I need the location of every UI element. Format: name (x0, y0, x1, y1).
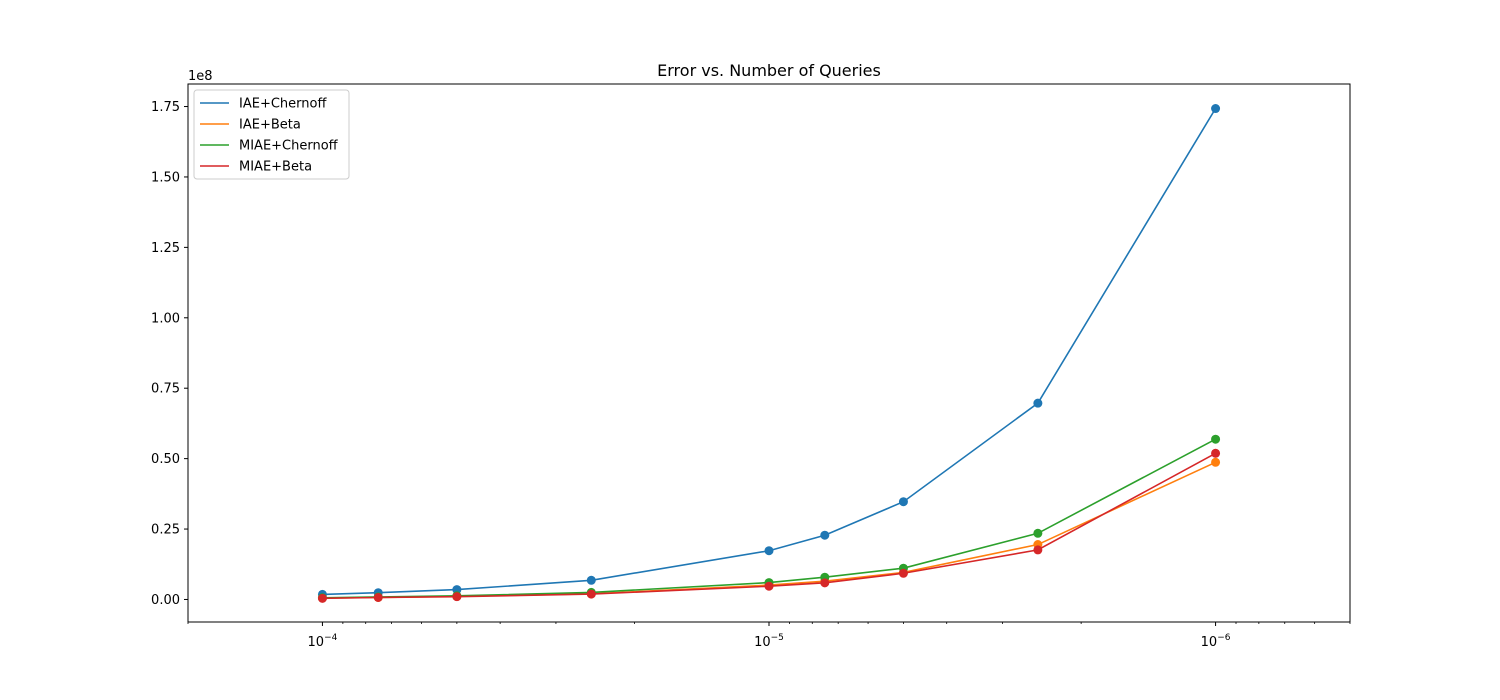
y-tick-label: 0.00 (151, 593, 180, 608)
legend: IAE+Chernoff IAE+Beta MIAE+Chernoff MIAE+Be… (193, 89, 350, 180)
data-point (1211, 457, 1221, 467)
data-point (586, 575, 596, 585)
data-point (1033, 528, 1043, 538)
legend-label: MIAE+Beta (239, 160, 312, 175)
data-point (1211, 104, 1221, 114)
x-tick-label: 10−6 (1201, 633, 1231, 650)
axes-frame (187, 83, 1351, 623)
data-point (1211, 434, 1221, 444)
data-point (898, 497, 908, 507)
y-tick-label: 1.00 (151, 311, 180, 326)
legend-box (193, 89, 350, 180)
data-point (1211, 448, 1221, 458)
series-line (322, 461, 1216, 599)
y-tick-label: 0.75 (151, 382, 180, 397)
chart-title: Error vs. Number of Queries (657, 61, 881, 80)
series-line (322, 438, 1216, 599)
data-point (898, 568, 908, 578)
y-tick-label: 0.50 (151, 452, 180, 467)
legend-label: IAE+Chernoff (239, 97, 327, 112)
y-tick-label: 0.25 (151, 523, 180, 538)
y-tick-label: 1.25 (151, 241, 180, 256)
y-offset-label: 1e8 (188, 69, 213, 84)
data-point (820, 530, 830, 540)
y-tick-label: 1.75 (151, 100, 180, 115)
data-point (373, 592, 383, 602)
legend-label: MIAE+Chernoff (239, 139, 339, 154)
data-point (1033, 545, 1043, 555)
data-point (764, 581, 774, 591)
x-tick-label: 10−5 (754, 633, 784, 650)
series-line (322, 452, 1216, 600)
series-line (322, 108, 1217, 596)
legend-label: IAE+Beta (239, 118, 301, 133)
data-point (586, 589, 596, 599)
data-point (1033, 398, 1043, 408)
data-point (317, 593, 327, 603)
data-point (452, 592, 462, 602)
plot-area: 0.00 0.25 0.50 0.75 1.00 1.25 1.50 1.75 10−4 10−5… (151, 100, 1351, 650)
y-tick-label: 1.50 (151, 170, 180, 185)
data-point (764, 546, 774, 556)
data-point (452, 585, 462, 595)
x-tick-label: 10−4 (308, 633, 338, 650)
data-point (820, 578, 830, 588)
